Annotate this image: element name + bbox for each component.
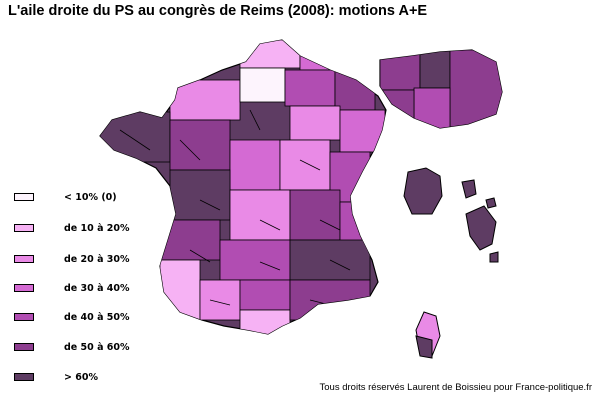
- department-borders: [119, 109, 351, 306]
- island-territories: [403, 167, 499, 359]
- department-region: [239, 309, 291, 334]
- legend-label: de 20 à 30%: [64, 253, 130, 265]
- department-region: [339, 109, 386, 153]
- legend-label: de 10 à 20%: [64, 222, 130, 234]
- department-region: [169, 119, 231, 171]
- legend-item: de 40 à 50%: [14, 310, 130, 324]
- department-region: [289, 189, 341, 241]
- department-region: [289, 105, 341, 141]
- department-region: [284, 69, 336, 107]
- department-region: [299, 40, 341, 71]
- department-region: [449, 50, 502, 128]
- department-region: [413, 87, 451, 128]
- department-region: [100, 111, 171, 163]
- island-region: [403, 167, 443, 215]
- legend-swatch: [14, 343, 34, 351]
- department-region: [169, 169, 231, 221]
- legend-item: de 20 à 30%: [14, 252, 130, 266]
- department-region: [334, 69, 376, 111]
- department-region: [229, 139, 281, 191]
- department-region: [159, 219, 221, 261]
- legend-swatch: [14, 193, 34, 201]
- department-region: [279, 139, 331, 191]
- island-region: [465, 205, 497, 251]
- legend-swatch: [14, 313, 34, 321]
- legend-item: < 10% (0): [14, 190, 117, 204]
- department-region: [419, 50, 451, 89]
- copyright-credit: Tous droits réservés Laurent de Boissieu…: [319, 382, 592, 393]
- department-region: [239, 279, 291, 311]
- ile-de-france-inset: [379, 49, 503, 129]
- department-region: [239, 67, 286, 103]
- department-region: [199, 279, 241, 321]
- legend-item: de 50 à 60%: [14, 340, 130, 354]
- legend-item: de 10 à 20%: [14, 221, 130, 235]
- legend-swatch: [14, 224, 34, 232]
- department-region: [289, 279, 371, 321]
- island-region: [485, 197, 497, 209]
- legend-swatch: [14, 373, 34, 381]
- island-region: [415, 335, 433, 359]
- department-region: [380, 50, 421, 91]
- legend-label: de 30 à 40%: [64, 282, 130, 294]
- department-region: [219, 239, 291, 281]
- legend-label: de 40 à 50%: [64, 311, 130, 323]
- legend-item: de 30 à 40%: [14, 281, 130, 295]
- department-region: [169, 79, 241, 121]
- legend-label: de 50 à 60%: [64, 341, 130, 353]
- department-region: [239, 40, 301, 69]
- department-region: [159, 259, 201, 321]
- map-title: L'aile droite du PS au congrès de Reims …: [8, 3, 428, 19]
- legend-swatch: [14, 255, 34, 263]
- legend-label: > 60%: [64, 371, 99, 383]
- legend-item: > 60%: [14, 370, 98, 384]
- island-region: [461, 179, 477, 199]
- legend-swatch: [14, 284, 34, 292]
- department-region: [229, 189, 291, 241]
- island-region: [489, 251, 499, 263]
- metropolitan-france: [99, 39, 387, 335]
- legend-label: < 10% (0): [64, 191, 117, 203]
